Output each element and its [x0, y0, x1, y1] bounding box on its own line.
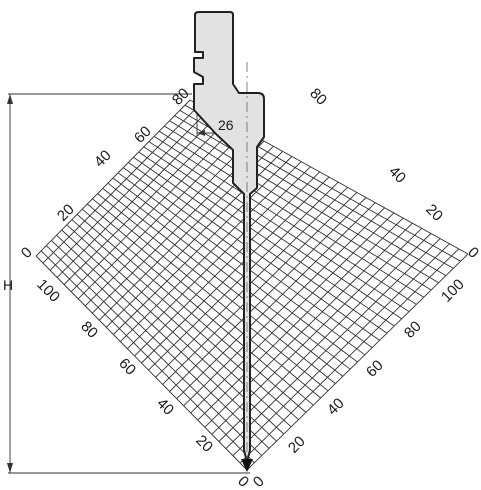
dimension-lines [7, 93, 264, 474]
grid-line [169, 120, 439, 284]
grid-line [128, 162, 380, 341]
grid-line [71, 219, 299, 420]
lower-left-tick: 60 [115, 355, 139, 379]
grid-line [102, 188, 344, 377]
grid-line [158, 130, 425, 298]
grid-line [174, 115, 447, 276]
height-arrow-top [7, 94, 13, 104]
lower-left-tick: 0 [234, 473, 252, 490]
upper-right-tick: 40 [385, 163, 409, 187]
lower-left-tick: 100 [33, 276, 63, 306]
grid-line [40, 250, 255, 464]
lower-right-tick: 20 [285, 433, 309, 457]
grid-line [97, 193, 336, 384]
grid-line [133, 156, 388, 334]
upper-left-axis-ticks: 0 20 40 60 80 [18, 85, 193, 262]
punch-tool-profile [193, 11, 265, 463]
height-label: H [3, 277, 13, 293]
grid-line [148, 141, 410, 312]
grid-line [164, 125, 432, 291]
upper-left-tick: 80 [169, 85, 193, 109]
grid-line [81, 208, 314, 406]
grid-line [45, 245, 263, 456]
upper-right-axis-ticks: 80 40 20 0 [306, 85, 481, 262]
tool-tip-marker [241, 459, 253, 472]
lower-left-tick: 40 [153, 395, 177, 419]
lower-left-axis-ticks: 100 80 60 40 20 0 [33, 276, 252, 490]
grid-line [117, 172, 366, 356]
lower-right-tick: 80 [401, 318, 425, 342]
grid-line [66, 224, 292, 428]
width-arrow-left [197, 130, 205, 136]
grid-line [51, 240, 270, 449]
lower-right-tick: 100 [438, 276, 468, 306]
grid-line [92, 198, 329, 392]
grid-line [112, 177, 358, 363]
grid-line [138, 151, 395, 327]
upper-left-tick: 0 [18, 244, 36, 262]
upper-left-tick: 40 [91, 147, 115, 171]
height-arrow-bottom [7, 463, 13, 473]
grid-line [153, 136, 417, 305]
grid-line [76, 214, 307, 413]
width-label: 26 [218, 117, 234, 133]
grid-line [35, 255, 248, 471]
lower-right-tick: 60 [363, 357, 387, 381]
lower-right-tick: 40 [324, 395, 348, 419]
upper-right-tick: 80 [306, 85, 330, 109]
upper-right-tick: 0 [464, 244, 481, 262]
grid-line [107, 182, 351, 370]
lower-right-tick: 0 [250, 473, 268, 490]
grid-line [143, 146, 402, 320]
lower-left-tick: 80 [77, 318, 101, 342]
grid-line [87, 203, 321, 399]
upper-right-tick: 20 [422, 201, 446, 225]
grid-line [56, 234, 277, 442]
